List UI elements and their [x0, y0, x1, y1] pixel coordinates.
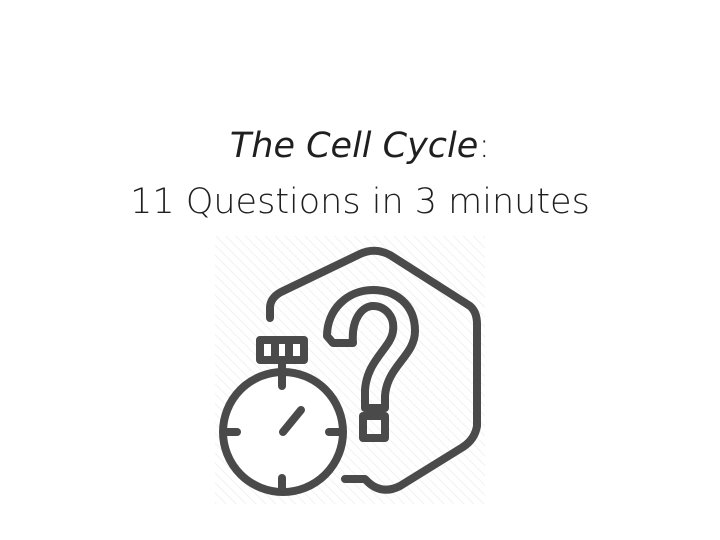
subtitle: 11 Questions in 3 minutes [130, 182, 590, 222]
title-topic: The Cell Cycle [229, 126, 479, 166]
question-mark-icon [323, 286, 419, 442]
title-colon: : [478, 126, 491, 166]
quiz-timer-illustration [215, 236, 485, 504]
hexagon-outline-icon [266, 246, 481, 494]
title-line-1: The Cell Cycle: [0, 118, 720, 174]
title-block: The Cell Cycle: 11 Questions in 3 minute… [0, 118, 720, 230]
illustration-svg [215, 236, 485, 504]
stopwatch-icon [219, 336, 347, 496]
